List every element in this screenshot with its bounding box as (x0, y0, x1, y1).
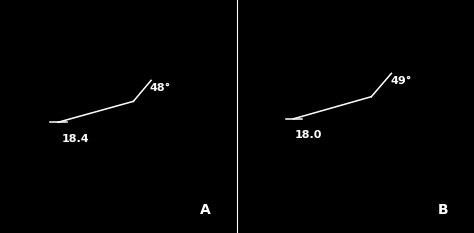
Text: B: B (438, 203, 448, 217)
Text: 18.4: 18.4 (61, 134, 89, 144)
Text: 48°: 48° (150, 83, 171, 93)
Text: A: A (200, 203, 211, 217)
Text: 18.0: 18.0 (295, 130, 322, 140)
Text: 49°: 49° (390, 76, 411, 86)
